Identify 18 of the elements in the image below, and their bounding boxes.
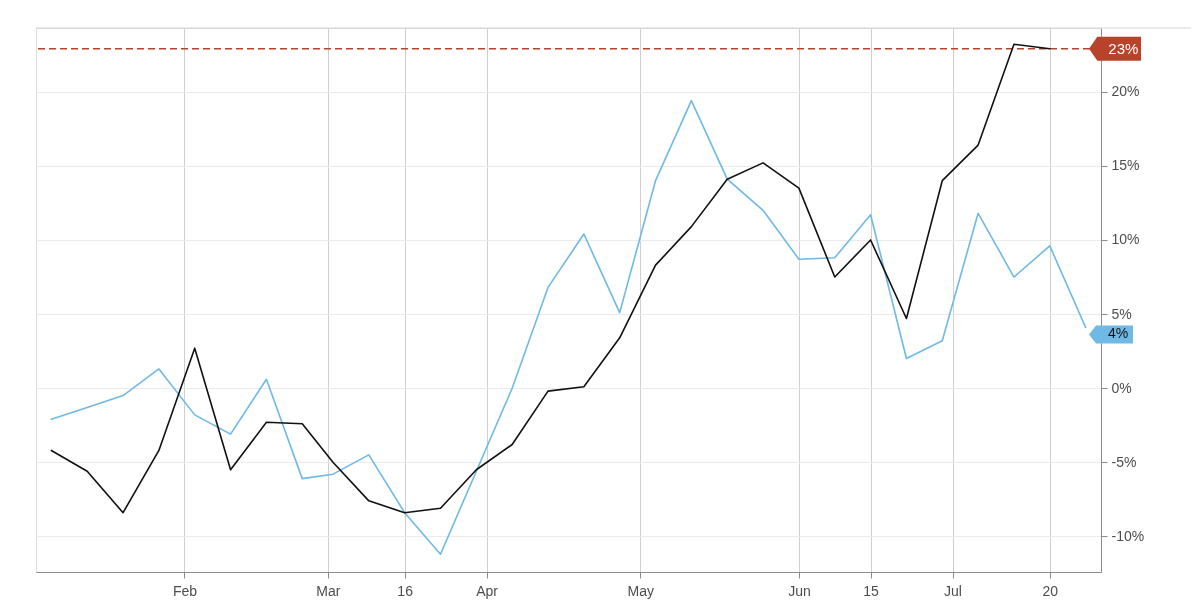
y-tick-label: -10% [1111, 527, 1145, 544]
x-tick-label: 16 [397, 582, 414, 599]
y-tick-label: 20% [1111, 83, 1140, 100]
x-tick-label: Mar [316, 582, 341, 599]
y-tick-label: 5% [1111, 305, 1132, 322]
data-label: 4% [1107, 325, 1129, 342]
x-tick-label: Jun [788, 582, 811, 599]
y-tick-label: 15% [1111, 157, 1140, 174]
y-tick-label: -5% [1111, 453, 1137, 470]
y-tick-label: 0% [1111, 379, 1132, 396]
x-tick-label: Jul [944, 582, 962, 599]
ref-line-label: 23% [1108, 39, 1139, 57]
x-tick-label: Apr [476, 582, 499, 599]
x-tick-label: 15 [863, 582, 880, 599]
x-tick-label: 20 [1042, 582, 1059, 599]
x-tick-label: Feb [172, 582, 198, 599]
x-tick-label: May [627, 582, 654, 599]
y-tick-label: 10% [1111, 231, 1140, 248]
